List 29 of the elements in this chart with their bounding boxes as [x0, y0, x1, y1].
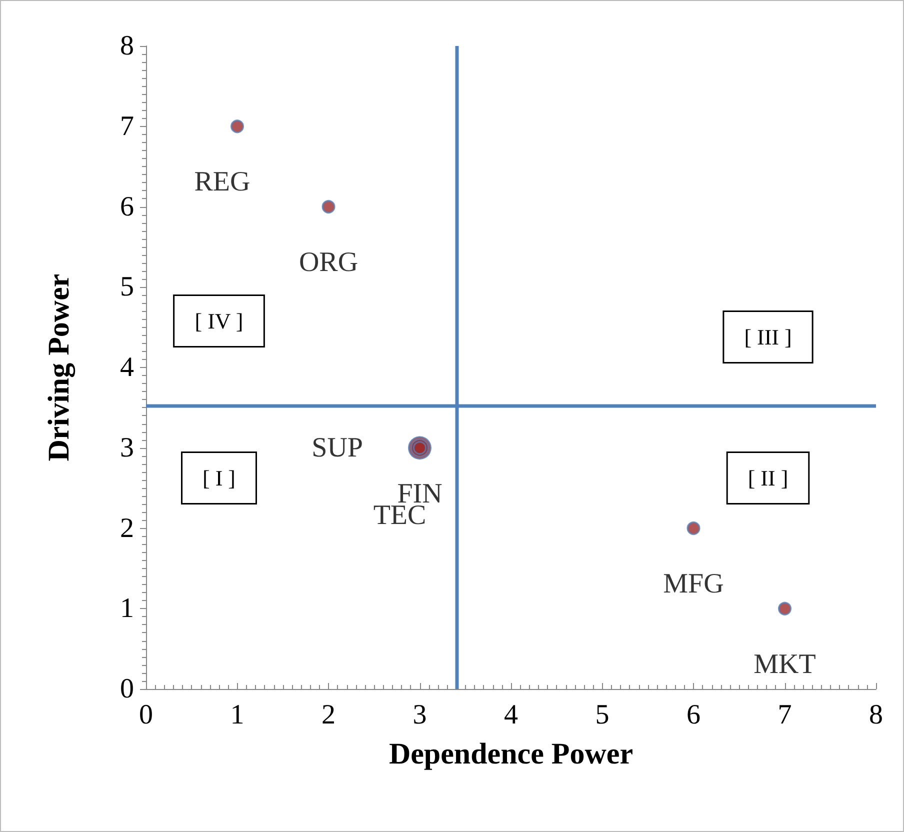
annotation: [ I ]	[202, 466, 236, 490]
y-tick-label: 0	[120, 674, 134, 704]
series-label: ORG	[298, 247, 358, 278]
annotation: [ IV ]	[194, 308, 244, 334]
x-tick-label: 5	[595, 700, 610, 730]
y-tick-label: 8	[120, 30, 134, 62]
x-tick-label: 6	[686, 700, 700, 730]
x-tick-label: 7	[778, 700, 792, 730]
x-tick-label: 3	[412, 700, 427, 730]
annotation: [ III ]	[744, 324, 792, 350]
series-label: MFG	[663, 568, 724, 600]
y-tick-label: 2	[120, 512, 134, 544]
y-tick-label: 6	[120, 191, 134, 222]
x-tick-label: 1	[230, 700, 244, 730]
y-tick-label: 5	[120, 272, 134, 303]
y-tick-label: 4	[120, 352, 134, 383]
x-tick-label: 2	[322, 700, 336, 730]
x-tick-label: 8	[869, 700, 883, 730]
y-axis-title: Driving Power	[42, 274, 76, 462]
y-tick-label: 3	[120, 432, 134, 464]
annotation: [ II ]	[748, 466, 788, 490]
series-label: MKT	[754, 648, 816, 680]
x-tick-label: 4	[504, 700, 518, 730]
y-tick-label: 1	[120, 593, 134, 624]
x-axis-title: Dependence Power	[388, 738, 634, 770]
series-label: REG	[194, 166, 250, 198]
y-tick-label: 7	[120, 110, 134, 142]
x-tick-label: 0	[139, 700, 153, 730]
series-label: SUP	[312, 432, 363, 464]
